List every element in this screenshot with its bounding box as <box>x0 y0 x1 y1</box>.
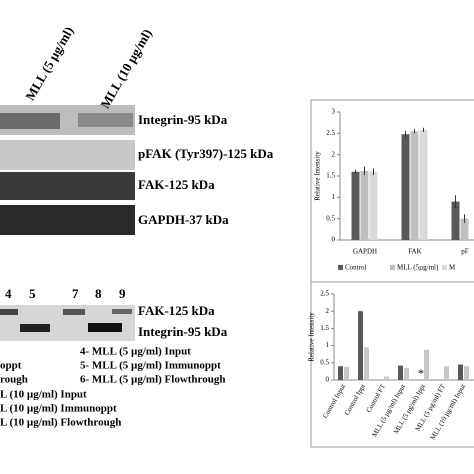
legend-text: L (10 µg/ml) Flowthrough <box>0 417 121 429</box>
legend-label: MLL (5µg/ml) <box>397 264 439 272</box>
y-tick-label: 0 <box>332 236 336 244</box>
bar <box>444 366 449 380</box>
legend-swatch <box>442 265 447 270</box>
y-tick-label: 1.5 <box>320 324 329 332</box>
x-tick-label: Control Input <box>321 383 347 420</box>
bar <box>351 171 360 240</box>
band-label: FAK-125 kDa <box>138 303 215 318</box>
y-tick-label: 0.5 <box>326 214 335 222</box>
x-tick-label: FAK <box>408 248 421 256</box>
bar <box>384 376 389 380</box>
y-axis-label: Relative Intensity <box>308 312 316 362</box>
bar <box>364 347 369 380</box>
lane-number: 8 <box>95 286 102 301</box>
lane-number: 9 <box>119 286 126 301</box>
blot-band <box>88 323 122 332</box>
blot-band <box>0 309 18 315</box>
bar <box>398 365 403 380</box>
bar <box>360 170 369 240</box>
bar <box>338 366 343 380</box>
blot-band <box>63 309 85 315</box>
band-label: Integrin-95 kDa <box>138 324 228 339</box>
y-tick-label: 1.5 <box>326 172 335 180</box>
bar <box>419 129 428 240</box>
bar <box>401 134 410 240</box>
lane-label: MLL (5 µg/ml) <box>22 24 76 103</box>
bar <box>369 171 378 240</box>
lane-number: 7 <box>72 286 79 301</box>
band-label: FAK-125 kDa <box>138 177 215 192</box>
y-tick-label: 2.5 <box>320 290 329 298</box>
x-tick-label: GAPDH <box>353 248 377 256</box>
y-tick-label: 1 <box>326 341 330 349</box>
bar <box>404 367 409 380</box>
bar <box>424 349 429 380</box>
x-tick-label: pF <box>461 248 469 256</box>
lane-number: 5 <box>29 286 36 301</box>
legend-text: 4- MLL (5 µg/ml) Input <box>80 346 191 358</box>
legend-text: oppt <box>0 360 22 372</box>
legend-swatch <box>390 265 395 270</box>
legend-label: M <box>449 264 456 272</box>
bar <box>410 131 419 240</box>
bar <box>464 366 469 380</box>
y-tick-label: 3 <box>332 108 336 116</box>
lane-label: MLL (10 µg/ml) <box>97 26 155 111</box>
chart-frame <box>310 281 474 448</box>
legend-text: 5- MLL (5 µg/ml) Immunoppt <box>80 360 221 372</box>
bar <box>344 366 349 380</box>
y-tick-label: 2.5 <box>326 129 335 137</box>
legend-text: L (10 µg/ml) Immunoppt <box>0 403 117 415</box>
blot-band <box>78 113 133 127</box>
legend-text: 6- MLL (5 µg/ml) Flowthrough <box>80 374 225 386</box>
y-tick-label: 2 <box>326 307 330 315</box>
bar <box>460 218 469 240</box>
legend-label: Control <box>345 264 366 272</box>
legend-text: L (10 µg/ml) Input <box>0 389 87 401</box>
band-label: pFAK (Tyr397)-125 kDa <box>138 146 274 161</box>
band-label: Integrin-95 kDa <box>138 112 228 127</box>
blot-strip <box>0 172 135 200</box>
legend-swatch <box>338 265 343 270</box>
bar <box>458 364 463 380</box>
y-axis-label: Relative Intensity <box>314 151 322 201</box>
lane-number: 4 <box>5 286 12 301</box>
band-label: GAPDH-37 kDa <box>138 212 229 227</box>
y-tick-label: 2 <box>332 150 336 158</box>
blot-strip <box>0 205 135 235</box>
blot-band <box>112 309 132 314</box>
y-tick-label: 0.5 <box>320 358 329 366</box>
bar <box>451 201 460 240</box>
y-tick-label: 0 <box>326 376 330 384</box>
blot-strip <box>0 140 135 170</box>
y-tick-label: 1 <box>332 193 336 201</box>
bar <box>358 311 363 380</box>
x-tick-label: Control Ippt <box>343 383 367 417</box>
annotation: * <box>418 366 424 380</box>
blot-band <box>20 324 50 332</box>
blot-band <box>0 113 60 129</box>
chart-frame <box>310 99 474 283</box>
legend-text: rough <box>0 374 28 386</box>
